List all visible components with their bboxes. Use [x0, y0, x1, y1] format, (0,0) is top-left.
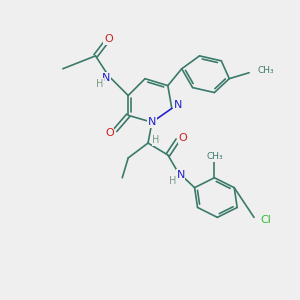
Text: H: H	[152, 135, 160, 145]
Text: CH₃: CH₃	[257, 66, 274, 75]
Text: N: N	[174, 100, 182, 110]
Text: H: H	[169, 176, 176, 186]
Text: N: N	[148, 117, 156, 127]
Text: O: O	[104, 34, 113, 44]
Text: O: O	[178, 133, 187, 143]
Text: N: N	[102, 73, 111, 83]
Text: H: H	[96, 79, 103, 88]
Text: N: N	[176, 170, 185, 180]
Text: O: O	[105, 128, 114, 138]
Text: CH₃: CH₃	[206, 152, 223, 161]
Text: Cl: Cl	[260, 215, 271, 225]
